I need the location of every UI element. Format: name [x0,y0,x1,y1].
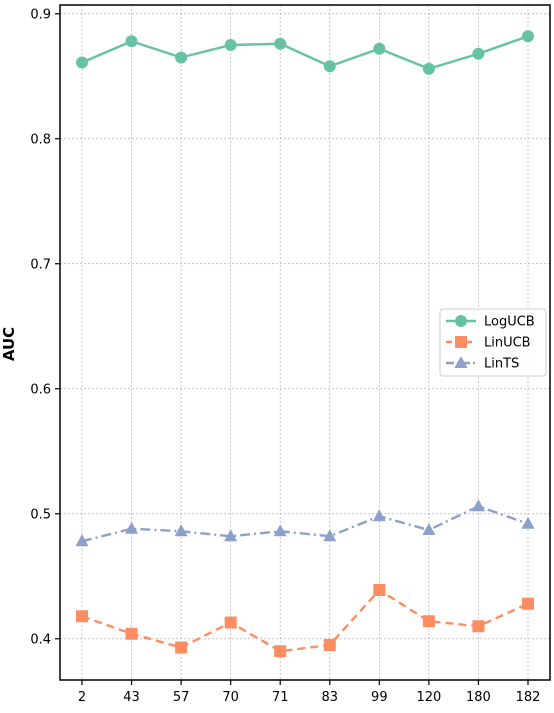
series-lints [75,499,535,547]
data-point-lints [323,529,337,542]
data-point-linucb [422,615,435,628]
y-tick-label: 0.9 [30,7,51,22]
x-tick-label: 70 [222,690,239,705]
x-tick-label: 43 [123,690,140,705]
legend-label-lints: LinTS [484,357,519,372]
data-point-logucb [472,47,485,60]
x-tick-label: 57 [173,690,190,705]
series-layer [75,30,535,658]
series-line-logucb [81,35,529,70]
series-linucb [76,584,534,658]
x-tick-label: 182 [516,690,541,705]
y-tick-label: 0.6 [30,382,51,397]
data-point-logucb [373,42,386,55]
x-tick-label: 71 [272,690,289,705]
data-point-lints [75,534,89,547]
data-point-logucb [522,30,534,43]
data-point-linucb [373,584,386,596]
legend-label-linucb: LinUCB [484,336,531,351]
data-point-lints [521,516,535,529]
data-point-linucb [125,627,138,640]
data-point-logucb [422,62,435,75]
x-tick-label: 120 [416,690,441,705]
data-point-linucb [323,639,336,651]
x-tick-label: 99 [371,690,388,705]
legend-marker-linucb [455,336,467,348]
data-point-logucb [76,56,88,69]
data-point-lints [224,529,238,542]
series-line-lints [81,505,529,543]
data-point-lints [174,524,188,537]
y-tick-label: 0.4 [30,632,51,647]
data-point-lints [471,499,485,512]
data-point-logucb [125,35,138,48]
data-point-linucb [472,620,485,633]
x-tick-label: 83 [322,690,339,705]
legend: LogUCB LinUCB LinTS [439,308,547,377]
data-point-linucb [175,641,188,654]
x-tick-label: 2 [78,690,86,705]
legend-marker-logucb [455,315,467,327]
grid [60,5,550,680]
y-tick-label: 0.5 [30,507,51,522]
legend-label-logucb: LogUCB [484,315,535,330]
data-point-logucb [274,37,287,50]
y-axis-label: AUC [0,327,18,361]
series-logucb [76,30,534,75]
legend-box [439,308,547,377]
data-point-lints [273,524,287,537]
data-point-lints [422,523,436,535]
data-point-logucb [224,39,237,51]
legend-marker-lints [454,356,468,368]
series-line-linucb [81,588,529,653]
y-tick-label: 0.7 [30,257,51,272]
data-point-lints [372,509,386,522]
plot-frame [59,4,551,681]
data-point-linucb [274,645,287,658]
axis-ticks: 2 43 57 70 71 83 99 120 180 182 0.4 0.5 0.6 0.7 0.8 0.9 [30,7,540,705]
data-point-linucb [522,597,534,610]
data-point-logucb [323,60,336,73]
x-tick-label: 180 [466,690,491,705]
data-point-linucb [76,610,88,623]
data-point-lints [125,521,139,534]
data-point-logucb [175,51,188,64]
data-point-linucb [224,616,237,629]
y-tick-label: 0.8 [30,132,51,147]
